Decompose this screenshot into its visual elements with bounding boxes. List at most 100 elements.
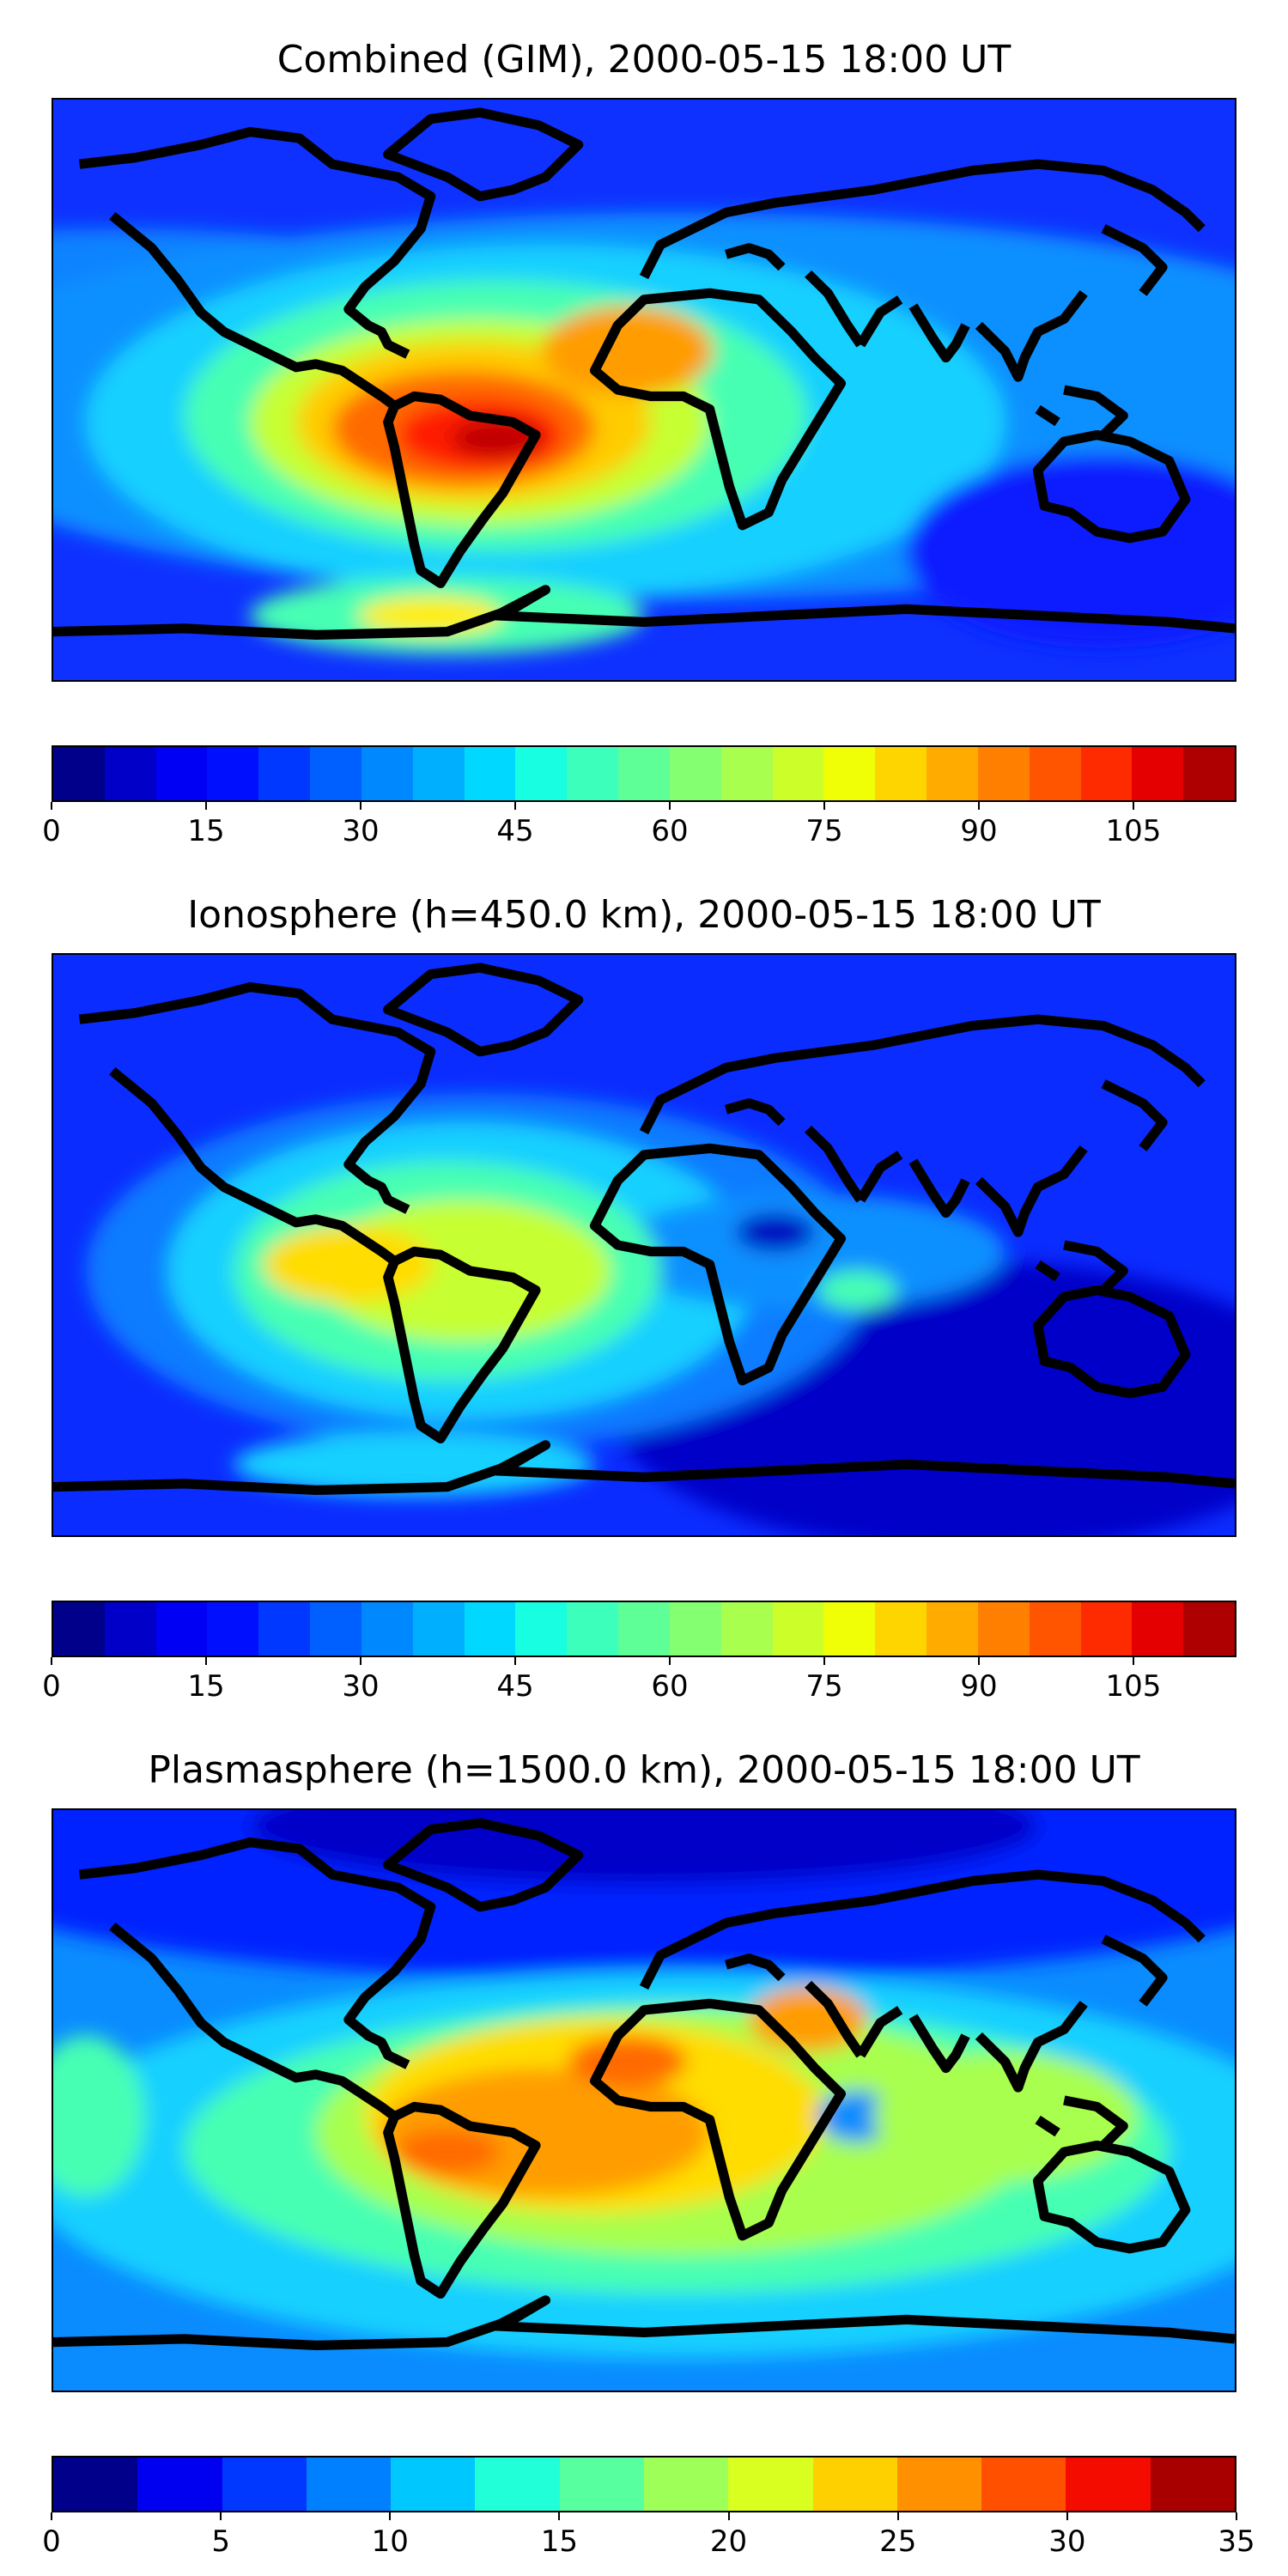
colorbar-segment <box>559 2458 644 2511</box>
colorbar-tick-mark <box>727 2512 730 2520</box>
colorbar-segment <box>391 2458 476 2511</box>
map-title-combined: Combined (GIM), 2000-05-15 18:00 UT <box>276 38 1012 82</box>
colorbar-segment <box>53 1602 105 1656</box>
east-asia-islands-coastline <box>1035 1079 1168 1294</box>
colorbar-segment <box>977 1602 1030 1656</box>
colorbar-segment <box>310 1602 361 1656</box>
colorbar-tick-mark <box>823 1657 825 1665</box>
colorbar-segment <box>306 2458 392 2511</box>
colorbar-tick-label: 30 <box>342 1669 380 1704</box>
colorbar-tick-label: 90 <box>960 814 998 848</box>
colorbar-segment <box>104 747 156 800</box>
antarctica-coastline <box>53 2295 1235 2351</box>
colorbar-segment <box>155 1602 208 1656</box>
colorbar-segment <box>720 747 773 800</box>
colorbar-segment <box>927 747 978 800</box>
north-america-coastline <box>109 1922 398 2121</box>
eurasia-coastline <box>639 1869 1206 1990</box>
colorbar-segment <box>258 747 311 800</box>
heatmap-combined <box>53 100 1235 680</box>
colorbar-segment <box>222 2458 307 2511</box>
colorbar-segment <box>1132 747 1184 800</box>
north-america-coastline <box>78 126 436 359</box>
east-asia-islands-coastline <box>1035 1935 1168 2149</box>
colorbar-segment <box>728 2458 813 2511</box>
colorbar-tick-label: 45 <box>496 1669 534 1704</box>
coastlines <box>53 963 1235 1496</box>
colorbar-segment <box>823 747 876 800</box>
colorbar-tick-mark <box>51 1657 52 1665</box>
colorbar-segment <box>643 2458 729 2511</box>
colorbar-tick-label: 10 <box>371 2524 409 2559</box>
antarctica-coastline <box>53 585 1235 641</box>
colorbar-segment <box>310 747 361 800</box>
colorbar-combined <box>52 745 1236 802</box>
east-asia-islands-coastline <box>1035 224 1168 439</box>
colorbar-segment <box>155 747 208 800</box>
colorbar-tick-label: 0 <box>42 814 61 848</box>
colorbar-segment <box>772 1602 824 1656</box>
colorbar-tick-label: 30 <box>342 814 380 848</box>
greenland-coastline <box>383 963 584 1057</box>
colorbar-segment <box>53 747 105 800</box>
colorbar-tick-mark <box>220 2512 222 2520</box>
colorbar-tick-label: 60 <box>651 1669 689 1704</box>
contour-band <box>53 2035 146 2197</box>
colorbar-tick-mark <box>1066 2512 1068 2520</box>
colorbar-segment <box>875 1602 927 1656</box>
tec-map-ionosphere <box>52 953 1236 1537</box>
greenland-coastline <box>383 107 584 202</box>
colorbar-tick-label: 105 <box>1105 814 1162 848</box>
colorbar-tick-mark <box>558 2512 561 2520</box>
colorbar-segment <box>896 2458 982 2511</box>
colorbar-segment <box>981 2458 1066 2511</box>
north-america-coastline <box>78 981 436 1214</box>
colorbar-segment <box>618 1602 670 1656</box>
eurasia-coastline <box>639 1014 1206 1135</box>
contour-band <box>906 454 1235 648</box>
colorbar-segment <box>464 747 516 800</box>
colorbar-tick-label: 15 <box>187 1669 225 1704</box>
map-title-plasmasphere: Plasmasphere (h=1500.0 km), 2000-05-15 1… <box>148 1748 1140 1792</box>
colorbar-segment <box>361 1602 413 1656</box>
contour-band <box>736 1212 815 1252</box>
colorbar-tick-label: 75 <box>805 1669 843 1704</box>
contour-band <box>542 306 714 397</box>
colorbar-tick-mark <box>1236 2512 1237 2520</box>
colorbar-tick-mark <box>389 2512 392 2520</box>
asia-coastline <box>724 243 1088 382</box>
asia-coastline <box>724 1098 1088 1237</box>
colorbar-segment <box>361 747 413 800</box>
colorbar-segment <box>720 1602 773 1656</box>
colorbar-segment <box>567 1602 619 1656</box>
colorbar-tick-label: 0 <box>42 1669 61 1704</box>
africa-coastline <box>589 288 847 531</box>
colorbar-tick-mark <box>896 2512 899 2520</box>
colorbar-tick-mark <box>205 802 207 810</box>
colorbar-segment <box>475 2458 560 2511</box>
australia-coastline <box>1032 1285 1191 1399</box>
colorbar-segment <box>977 747 1030 800</box>
africa-coastline <box>589 1998 847 2241</box>
colorbar-tick-label: 0 <box>42 2524 61 2559</box>
colorbar-segment <box>412 747 465 800</box>
contour-band <box>568 2035 687 2087</box>
colorbar-tick-label: 20 <box>709 2524 748 2559</box>
heatmap-ionosphere <box>53 955 1235 1535</box>
coastlines <box>53 1818 1235 2351</box>
colorbar-tick-mark <box>51 2512 52 2520</box>
colorbar-segment <box>1183 1602 1236 1656</box>
colorbar-segment <box>137 2458 222 2511</box>
colorbar-segment <box>258 1602 311 1656</box>
colorbar-ionosphere <box>52 1601 1236 1657</box>
colorbar-segment <box>927 1602 978 1656</box>
south-america-coastline <box>383 1246 541 1443</box>
colorbar-tick-mark <box>205 1657 207 1665</box>
colorbar-segment <box>1029 1602 1081 1656</box>
colorbar-tick-label: 45 <box>496 814 534 848</box>
colorbar-tick-label: 90 <box>960 1669 998 1704</box>
colorbar-segment <box>1066 2458 1151 2511</box>
colorbar-segment <box>104 1602 156 1656</box>
colorbar-tick-label: 25 <box>879 2524 917 2559</box>
colorbar-segment <box>207 747 259 800</box>
